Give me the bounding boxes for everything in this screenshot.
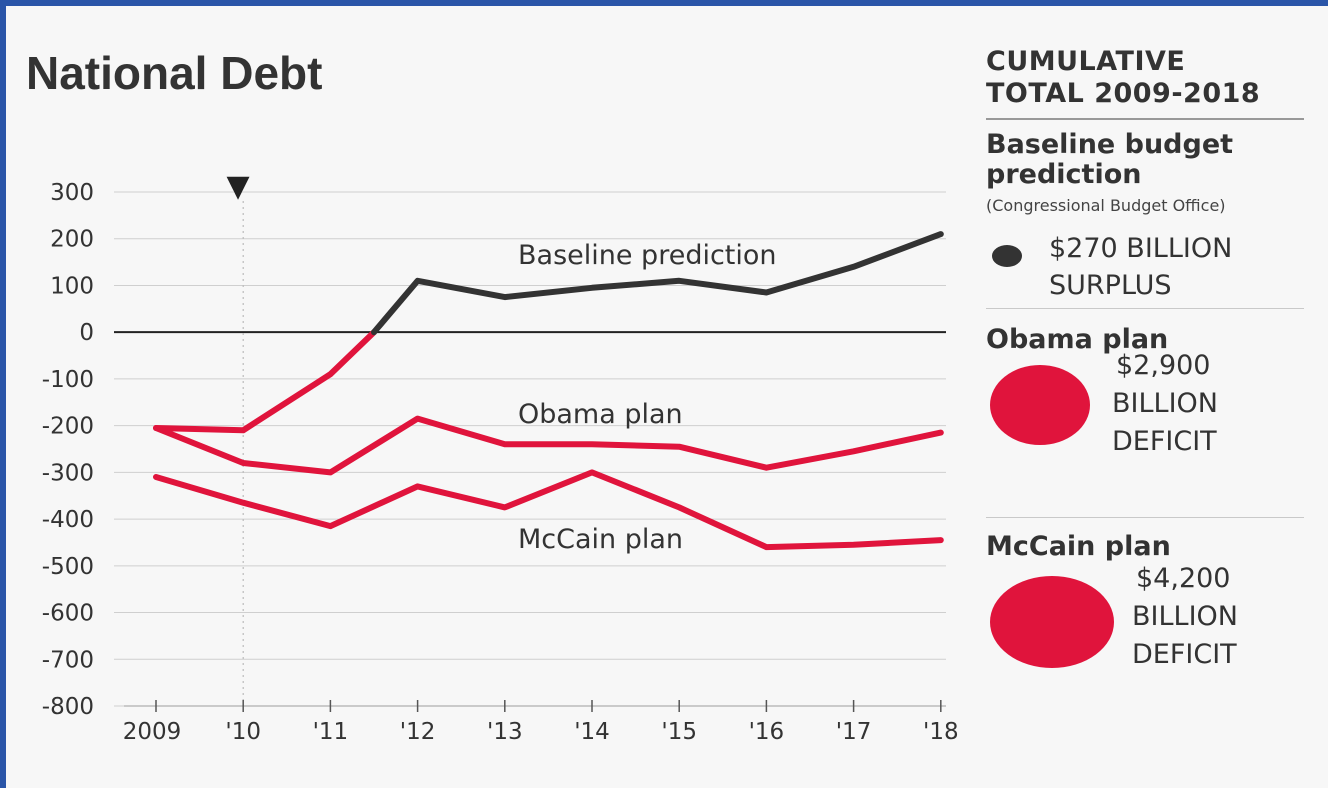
series-line-baseline-prediction	[371, 231, 944, 336]
y-tick-label: -600	[42, 601, 94, 627]
baseline-kind: SURPLUS	[1049, 270, 1172, 301]
baseline-heading-line1: Baseline budget	[986, 129, 1234, 160]
mccain-kind: DEFICIT	[1132, 639, 1237, 670]
series-line-mccain-plan	[153, 469, 944, 551]
grid	[114, 191, 946, 707]
cumulative-heading-line2: TOTAL 2009-2018	[986, 78, 1261, 109]
series-label-mccain: McCain plan	[518, 524, 683, 555]
y-tick-label: 0	[79, 320, 94, 346]
y-tick-label: -200	[42, 414, 94, 440]
y-tick-label: -400	[42, 507, 94, 533]
divider	[986, 118, 1304, 120]
x-axis: 2009 '10 '11 '12 '13 '14 '15 '16 '17 '18	[123, 700, 959, 745]
series-label-baseline: Baseline prediction	[518, 240, 777, 271]
y-tick-label: -800	[42, 694, 94, 720]
x-tick-label: 2009	[123, 719, 182, 745]
y-tick-label: -700	[42, 647, 94, 673]
series-line-obama-plan	[153, 415, 944, 476]
series-lines	[153, 231, 944, 551]
marker-triangle-icon: ▼	[226, 169, 249, 204]
mccain-unit: BILLION	[1132, 601, 1238, 632]
x-tick-label: '15	[661, 719, 697, 745]
cumulative-panel: CUMULATIVE TOTAL 2009-2018 Baseline budg…	[986, 46, 1306, 702]
y-axis: 300 200 100 0 -100 -200 -300 -400 -500 -600 -700 -8…	[42, 180, 94, 720]
mccain-section: McCain plan $4,200 BILLION DEFICIT	[986, 532, 1306, 702]
cumulative-heading-line1: CUMULATIVE	[986, 46, 1186, 77]
x-tick-label: '13	[487, 719, 523, 745]
x-tick-label: '11	[313, 719, 349, 745]
x-tick-label: '16	[749, 719, 785, 745]
obama-section: Obama plan $2,900 BILLION DEFICIT	[986, 325, 1306, 517]
y-tick-label: 300	[50, 180, 94, 206]
x-tick-label: '12	[400, 719, 436, 745]
chart-title: National Debt	[26, 47, 323, 99]
series-label-obama: Obama plan	[518, 399, 683, 430]
x-tick-label: '14	[574, 719, 610, 745]
mccain-amount: $4,200	[1136, 563, 1231, 594]
y-tick-label: 100	[50, 273, 94, 299]
y-tick-label: -300	[42, 460, 94, 486]
line-chart: 300 200 100 0 -100 -200 -300 -400 -500 -600 -700 -8…	[42, 169, 959, 745]
y-tick-label: -100	[42, 367, 94, 393]
x-tick-label: '17	[836, 719, 872, 745]
baseline-source: (Congressional Budget Office)	[986, 196, 1226, 215]
baseline-amount: $270 BILLION	[1049, 233, 1233, 264]
obama-unit: BILLION	[1112, 388, 1218, 419]
obama-amount: $2,900	[1116, 350, 1211, 381]
baseline-dot-icon	[992, 245, 1022, 267]
obama-kind: DEFICIT	[1112, 426, 1217, 457]
x-tick-label: '10	[225, 719, 261, 745]
baseline-section: Baseline budget prediction (Congressiona…	[986, 130, 1306, 308]
divider	[986, 517, 1304, 518]
y-tick-label: -500	[42, 554, 94, 580]
divider	[986, 308, 1304, 309]
x-tick-label: '18	[923, 719, 959, 745]
obama-deficit-circle-icon	[990, 365, 1090, 445]
mccain-deficit-circle-icon	[990, 576, 1114, 668]
y-tick-label: 200	[50, 227, 94, 253]
baseline-heading-line2: prediction	[986, 159, 1142, 190]
obama-heading: Obama plan	[986, 324, 1169, 355]
series-line-baseline-prediction	[153, 329, 377, 434]
chart-card: National Debt 300 200 100 0 -100 -200 -300 -400…	[6, 6, 1328, 788]
mccain-heading: McCain plan	[986, 531, 1171, 562]
